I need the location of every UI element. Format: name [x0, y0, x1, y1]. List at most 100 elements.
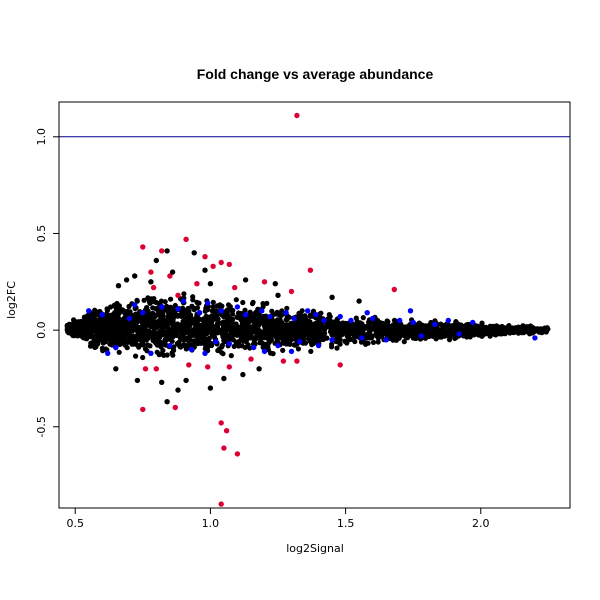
data-point	[446, 323, 452, 329]
data-point	[333, 329, 339, 336]
red-point	[226, 364, 232, 370]
data-point	[283, 339, 289, 345]
data-point	[295, 346, 301, 352]
data-point	[126, 303, 132, 310]
data-point	[115, 324, 122, 330]
blue-point	[410, 319, 416, 326]
data-point	[299, 308, 305, 314]
data-point	[377, 319, 383, 326]
data-point	[144, 348, 150, 354]
data-point	[144, 305, 150, 311]
data-point	[242, 329, 248, 335]
data-point	[461, 323, 468, 329]
blue-point	[86, 308, 92, 314]
data-point	[333, 321, 339, 327]
data-point	[479, 320, 485, 326]
black-point	[153, 257, 159, 264]
black-point	[207, 385, 214, 391]
data-point	[242, 307, 248, 313]
data-point	[203, 313, 209, 319]
red-point	[140, 244, 146, 250]
red-point	[140, 406, 146, 413]
blue-point	[140, 310, 146, 316]
data-point	[289, 320, 295, 326]
data-point	[292, 342, 298, 348]
blue-point	[242, 312, 249, 318]
black-point	[183, 377, 189, 384]
red-point	[210, 263, 216, 269]
data-point	[128, 328, 134, 334]
point-cloud	[64, 291, 551, 361]
black-point	[169, 269, 176, 275]
blue-point	[364, 310, 370, 316]
data-point	[87, 334, 94, 340]
blue-point	[329, 337, 335, 343]
black-point	[164, 399, 170, 405]
data-point	[190, 327, 196, 333]
blue-point	[321, 317, 327, 324]
data-point	[357, 320, 363, 326]
blue-point	[532, 335, 538, 341]
data-point	[428, 329, 435, 335]
data-point	[320, 324, 326, 330]
black-point	[134, 377, 141, 384]
data-point	[284, 305, 290, 311]
data-point	[340, 322, 346, 329]
data-point	[196, 300, 202, 306]
data-point	[388, 332, 394, 338]
data-point	[138, 325, 144, 331]
red-point	[221, 445, 227, 451]
chart-title: Fold change vs average abundance	[197, 66, 434, 82]
blue-point	[296, 339, 303, 345]
data-point	[211, 327, 217, 333]
data-point	[375, 330, 382, 336]
data-point	[390, 337, 396, 343]
blue-point	[205, 300, 211, 306]
blue-point	[113, 344, 119, 351]
red-point	[218, 420, 224, 426]
red-point	[153, 366, 159, 372]
data-point	[217, 328, 223, 334]
black-point	[175, 387, 181, 393]
data-point	[395, 328, 401, 334]
data-point	[441, 322, 448, 328]
data-point	[213, 316, 219, 322]
data-point	[233, 323, 239, 329]
data-point	[164, 303, 170, 309]
red-point	[280, 358, 287, 364]
data-point	[247, 331, 253, 337]
data-point	[140, 354, 146, 361]
data-point	[404, 335, 411, 341]
black-point	[221, 375, 227, 382]
data-point	[365, 340, 371, 346]
blue-point	[383, 337, 389, 343]
data-point	[337, 336, 343, 342]
data-point	[72, 329, 78, 335]
y-tick-label: 0.5	[35, 225, 48, 243]
data-point	[175, 341, 182, 348]
data-point	[259, 340, 265, 346]
red-point	[183, 236, 189, 242]
data-point	[187, 330, 193, 336]
data-point	[181, 323, 187, 329]
data-point	[210, 304, 216, 310]
data-point	[497, 325, 504, 331]
data-point	[266, 336, 272, 342]
data-point	[487, 328, 493, 334]
data-point	[329, 344, 335, 350]
data-point	[284, 322, 290, 328]
blue-point	[175, 306, 181, 312]
blue-point	[132, 302, 138, 308]
data-point	[156, 332, 162, 338]
blue-point	[291, 315, 297, 322]
data-point	[258, 315, 264, 322]
y-tick-label: 1.0	[35, 128, 48, 146]
data-point	[169, 338, 175, 344]
red-point	[288, 288, 295, 295]
data-point	[286, 314, 292, 320]
blue-point	[105, 350, 111, 356]
blue-point	[167, 342, 173, 349]
data-point	[205, 306, 211, 313]
data-point	[76, 319, 82, 325]
red-point	[202, 254, 208, 260]
